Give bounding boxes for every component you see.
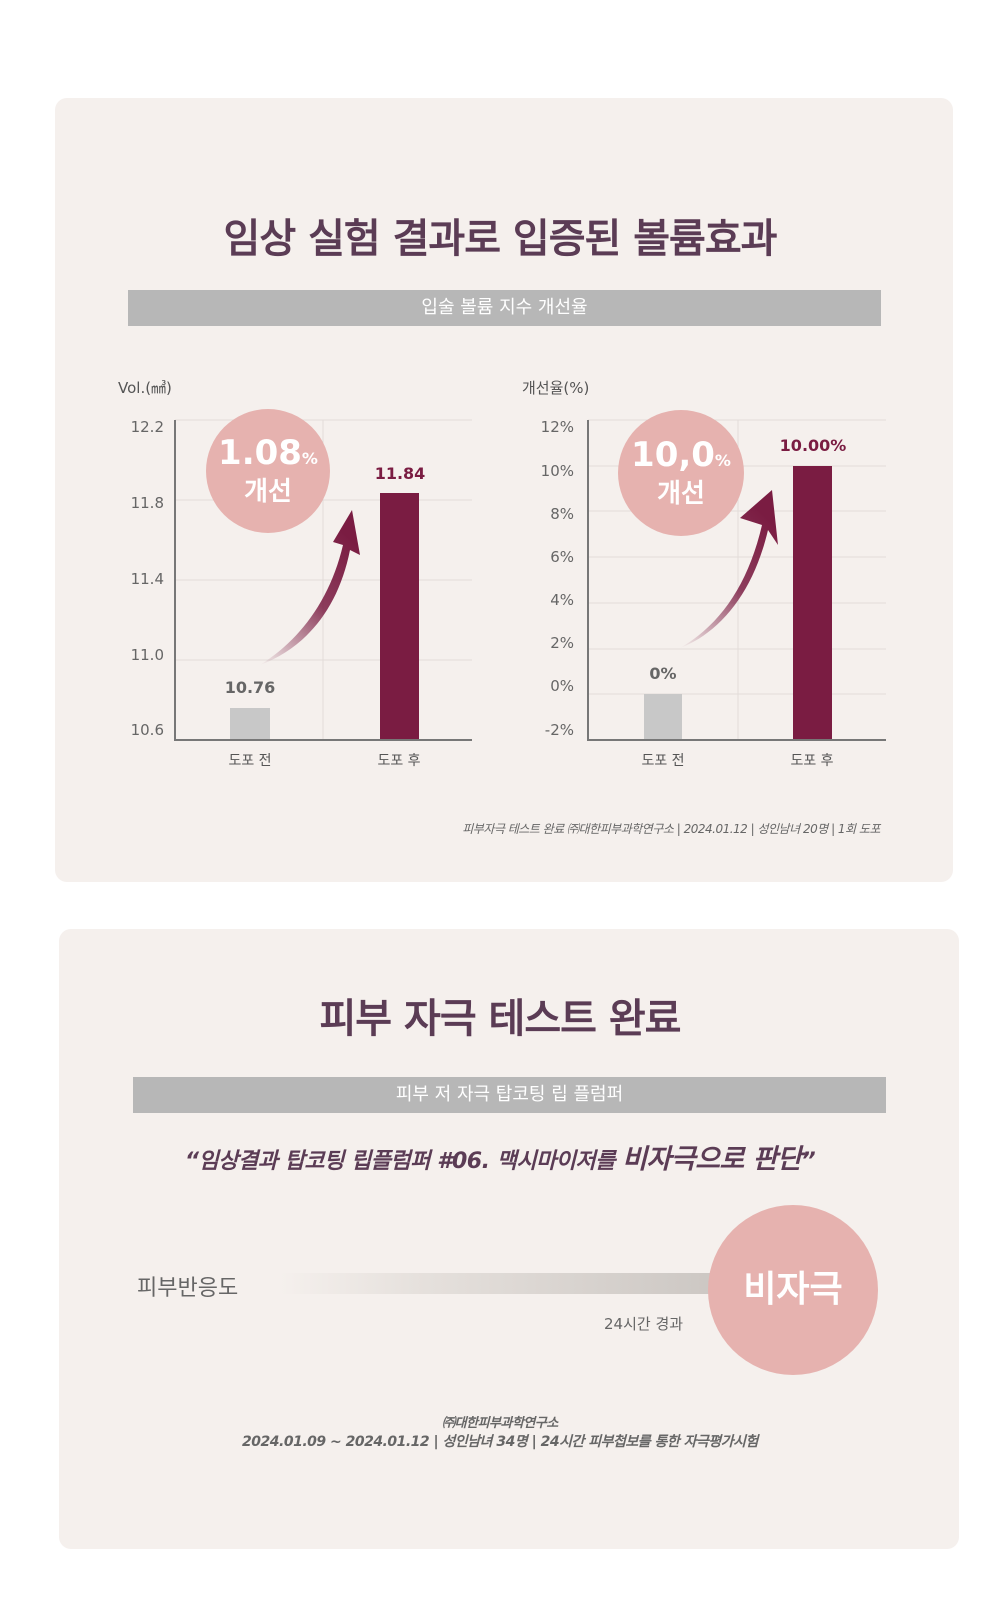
chart2-ytick: -2% [544, 721, 574, 739]
skin-reaction-gradient-bar [280, 1273, 730, 1294]
chart2-growth-arrow-icon [680, 490, 778, 648]
chart2-bar-before [644, 694, 682, 740]
chart2-ytick: 0% [550, 677, 574, 695]
section1-title: 임상 실험 결과로 입증된 볼륨효과 [223, 216, 778, 262]
chart2-ytick: 6% [550, 548, 574, 566]
chart1-ytick: 12.2 [130, 418, 164, 436]
chart1-ytick: 11.8 [130, 494, 164, 512]
chart1-xcat-before: 도포 전 [228, 753, 272, 769]
chart1-improvement-badge: 1.08% 개선 [206, 409, 330, 533]
chart1-growth-arrow-icon [260, 510, 360, 665]
chart1-bar-before [230, 708, 270, 740]
section2-title: 피부 자극 테스트 완료 [319, 996, 682, 1042]
chart1-ytick: 11.4 [130, 570, 164, 588]
chart2-ytick: 4% [550, 591, 574, 609]
chart1-value-before: 10.76 [224, 678, 276, 697]
section2-footnote-org: ㈜대한피부과학연구소 [442, 1416, 558, 1431]
chart2-bar-after [793, 466, 832, 740]
chart1-ytick: 10.6 [130, 721, 164, 739]
chart1-xcat-after: 도포 후 [377, 753, 421, 769]
chart2-value-after: 10.00% [779, 436, 847, 455]
chart2-ytick: 2% [550, 634, 574, 652]
chart2-ytick: 8% [550, 505, 574, 523]
section1-band-label: 입술 볼륨 지수 개선율 [128, 290, 881, 326]
chart1-ytick: 11.0 [130, 646, 164, 664]
chart2-y-axis-title: 개선율(%) [522, 379, 590, 397]
quote-emphasis: 비자극으로 판단 [622, 1144, 802, 1175]
chart2-ytick: 12% [540, 418, 574, 436]
chart2-plot [587, 419, 886, 741]
chart2-xcat-before: 도포 전 [641, 753, 685, 769]
section2-footnote-details: 2024.01.09 ~ 2024.01.12 | 성인남녀 34명 | 24시… [242, 1434, 758, 1450]
chart1-y-axis-title: Vol.(㎣) [118, 379, 172, 397]
test-result-quote: “임상결과 탑코팅 립플럼퍼 #06. 맥시마이저를 비자극으로 판단” [184, 1144, 816, 1175]
elapsed-time-label: 24시간 경과 [604, 1315, 684, 1333]
chart2-improvement-badge: 10,0% 개선 [618, 410, 744, 536]
section2-band-label: 피부 저 자극 탑코팅 립 플럼퍼 [133, 1077, 886, 1113]
section1-footnote: 피부자극 테스트 완료 ㈜대한피부과학연구소 | 2024.01.12 | 성인… [462, 822, 880, 836]
chart2-ytick: 10% [540, 462, 574, 480]
skin-reaction-label: 피부반응도 [137, 1276, 239, 1301]
chart2-value-before: 0% [649, 664, 677, 683]
chart1-value-after: 11.84 [374, 464, 426, 483]
non-irritant-badge: 비자극 [708, 1205, 878, 1375]
chart2-xcat-after: 도포 후 [790, 753, 834, 769]
chart1-bar-after [380, 493, 419, 740]
